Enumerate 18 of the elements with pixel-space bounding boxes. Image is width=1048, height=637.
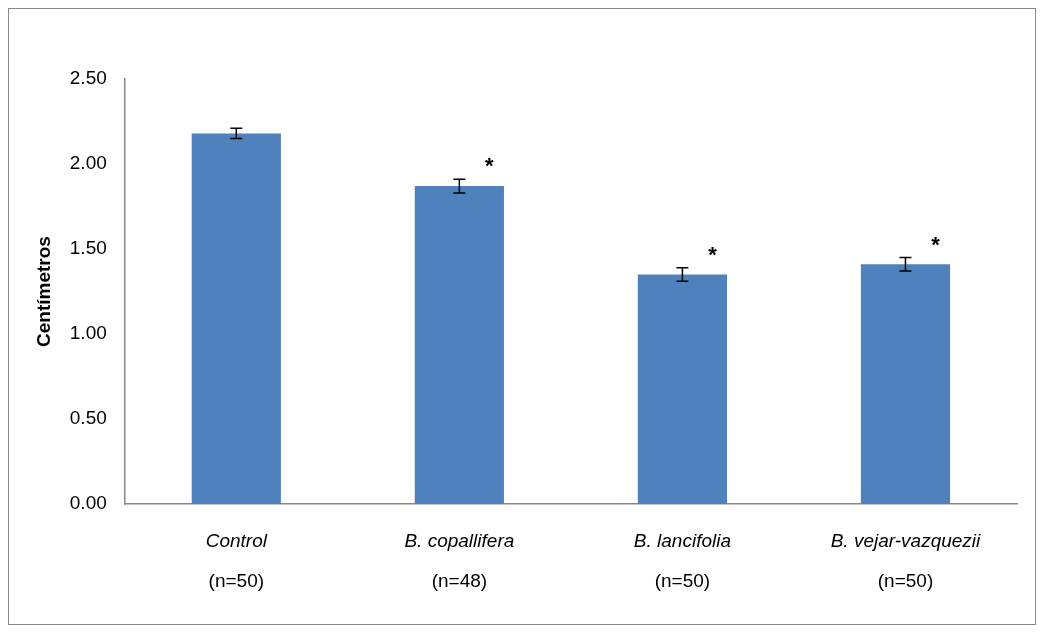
y-tick-label: 1.50 [69,237,107,259]
x-tick-label: Control (n=50) [205,529,268,591]
x-tick-label: B. lancifolia (n=50) [633,529,731,591]
y-tick-label: 1.00 [69,322,107,344]
x-tick-label: B. copallifera (n=48) [404,529,515,591]
y-tick-label: 2.00 [69,152,107,174]
y-tick-label: 0.50 [69,407,107,429]
annotation: * [708,241,718,267]
annotation: * [485,153,495,179]
bar [860,264,951,504]
y-tick-label: 2.50 [69,67,107,89]
y-tick-label: 0.00 [69,492,107,514]
bar [414,186,504,504]
bar [637,274,728,504]
x-tick-label: B. vejar-vazquezii (n=50) [830,529,982,591]
annotation: * [931,231,941,257]
bar [191,133,281,504]
y-axis-title: Centímetros [32,236,54,347]
